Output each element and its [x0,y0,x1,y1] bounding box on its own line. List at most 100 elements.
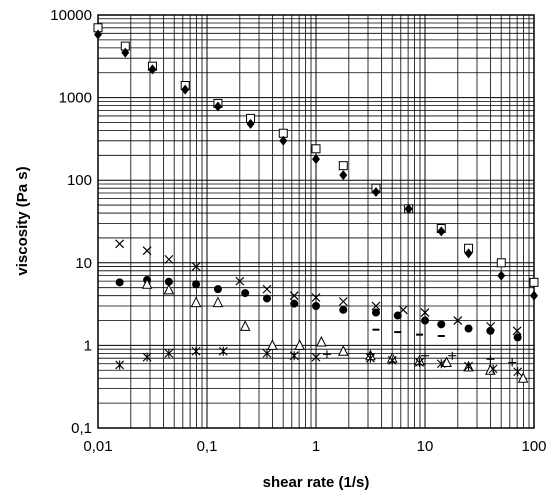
data-point-filled-diamond [312,154,320,165]
data-point-x-cross [420,308,430,317]
data-point-filled-circle [393,311,402,320]
x-tick-labels: 0,01 0,1 1 10 100 [83,438,546,455]
y-axis-title: viscosity (Pa s) [14,166,31,275]
data-point-filled-circle [213,285,222,294]
data-point-plus [366,350,375,359]
x-axis-title: shear rate (1/s) [263,474,370,491]
x-tick-label: 100 [521,438,546,455]
data-point-filled-diamond [437,226,446,237]
y-tick-label: 10 [75,255,92,272]
y-tick-label: 0,1 [71,420,92,437]
data-point-asterisk [218,346,228,356]
data-point-filled-circle [421,316,429,325]
x-tick-label: 10 [417,438,434,455]
data-point-plus [486,355,495,364]
data-point-open-triangle [190,296,202,308]
data-point-open-triangle [212,296,224,308]
data-point-filled-circle [192,280,201,289]
data-point-filled-circle [262,294,271,303]
data-point-filled-diamond [279,135,288,146]
data-point-filled-diamond [404,203,413,214]
data-point-asterisk [464,361,473,371]
data-point-x-cross [338,297,348,306]
data-point-asterisk [262,348,272,358]
data-point-filled-circle [437,320,446,329]
data-marks [93,23,539,383]
y-tick-label: 1 [84,337,92,354]
data-point-x-cross [453,316,463,325]
data-point-asterisk [142,352,152,362]
data-point-filled-circle [290,299,299,308]
data-point-asterisk [289,351,299,361]
data-point-open-triangle [163,283,175,295]
y-tick-label: 1000 [59,90,92,107]
data-point-x-cross [235,276,245,286]
data-point-filled-diamond [94,29,102,40]
x-tick-label: 1 [312,438,320,455]
data-point-asterisk [191,346,201,356]
data-point-open-triangle [441,356,452,368]
grid [98,15,534,428]
data-point-filled-circle [241,289,250,298]
data-point-x-cross [164,254,174,264]
plot-frame [97,14,535,429]
data-point-open-square [338,161,348,171]
data-point-open-triangle [267,339,278,350]
data-point-filled-circle [513,333,522,342]
data-point-filled-diamond [246,118,255,129]
data-point-open-square [311,144,321,154]
data-point-filled-diamond [371,186,380,197]
data-point-filled-circle [371,308,380,317]
data-point-filled-diamond [339,170,348,181]
data-point-asterisk [513,367,523,377]
data-point-x-cross [115,239,125,249]
data-point-asterisk [415,358,424,368]
data-point-asterisk [115,360,125,370]
data-point-open-triangle [294,339,305,350]
data-point-open-triangle [141,278,153,289]
data-point-x-cross [289,291,299,301]
data-point-filled-diamond [213,101,222,112]
data-point-filled-diamond [148,64,157,75]
data-point-open-triangle [517,372,529,383]
data-point-x-cross [191,262,201,272]
data-point-x-cross [311,293,321,302]
y-tick-label: 100 [67,172,92,189]
data-point-filled-diamond [464,248,473,259]
data-point-open-triangle [239,320,251,331]
data-point-plus [448,351,457,360]
data-point-filled-circle [339,305,348,314]
data-point-filled-circle [486,326,495,335]
data-point-asterisk [488,364,498,374]
y-tick-labels: 0,1 1 10 100 1000 10000 [50,7,92,437]
data-point-filled-circle [164,277,173,286]
data-point-x-cross [398,305,408,315]
data-point-x-cross [142,246,152,256]
data-point-filled-diamond [530,290,538,301]
data-point-plus [322,350,331,359]
data-point-filled-diamond [121,47,130,58]
data-point-x-cross [262,284,272,294]
data-point-filled-diamond [497,270,506,281]
data-point-asterisk [164,348,174,358]
data-point-filled-circle [312,301,320,310]
data-point-open-square [496,258,506,268]
y-tick-label: 10000 [50,7,92,24]
data-point-x-cross [512,326,522,336]
data-point-asterisk [436,359,446,369]
data-point-asterisk [387,355,397,365]
x-tick-label: 0,1 [197,438,218,455]
data-point-plus [508,358,517,367]
data-point-open-square [529,277,539,287]
data-point-filled-diamond [181,84,190,95]
data-point-plus [421,351,429,360]
x-tick-label: 0,01 [83,438,112,455]
data-point-open-triangle [337,345,349,356]
data-point-filled-circle [464,324,473,333]
data-point-filled-circle [115,278,124,287]
data-point-x-cross [371,301,381,311]
data-point-open-triangle [316,335,327,347]
data-point-asterisk [311,352,321,362]
